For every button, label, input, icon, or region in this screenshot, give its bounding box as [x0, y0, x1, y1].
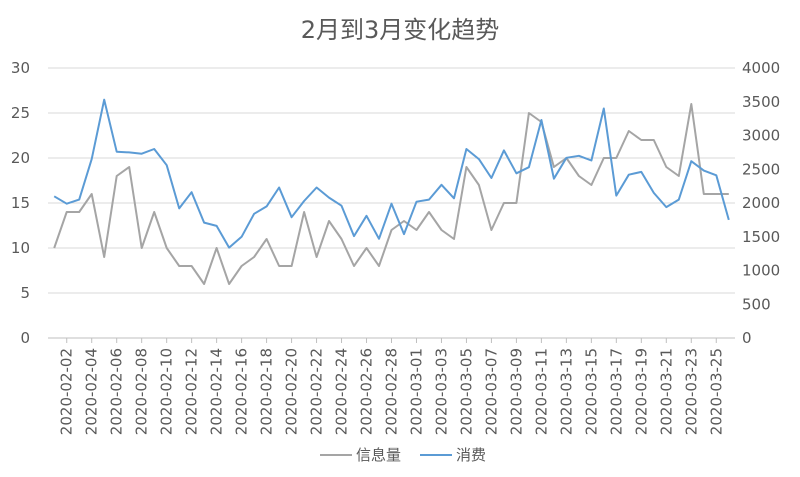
right-y-tick-label: 3500 [742, 93, 780, 111]
left-y-tick-label: 10 [11, 239, 30, 257]
left-y-tick-label: 15 [11, 194, 30, 212]
x-tick-label: 2020-02-06 [108, 348, 126, 435]
right-y-tick-label: 2000 [742, 194, 780, 212]
right-y-axis: 0 500 1000 1500 2000 2500 3000 3500 4000 [742, 59, 780, 347]
x-tick-label: 2020-03-03 [432, 348, 450, 435]
x-tick-label: 2020-02-20 [283, 348, 301, 435]
x-tick-label: 2020-02-26 [358, 348, 376, 435]
x-tick-label: 2020-03-09 [507, 348, 525, 435]
series-line [53, 103, 729, 285]
x-tick-label: 2020-02-10 [158, 348, 176, 435]
left-y-tick-label: 0 [20, 329, 30, 347]
legend: 信息量 消费 [320, 446, 486, 464]
left-y-tick-label: 5 [20, 284, 30, 302]
right-y-tick-label: 0 [742, 329, 752, 347]
x-tick-label: 2020-03-25 [707, 348, 725, 435]
x-tick-label: 2020-02-08 [133, 348, 151, 435]
series-layer [53, 98, 730, 285]
chart-title: 2月到3月变化趋势 [301, 16, 500, 44]
x-tick-label: 2020-03-05 [457, 348, 475, 435]
x-tick-label: 2020-03-07 [482, 348, 500, 435]
x-tick-label: 2020-02-02 [58, 348, 76, 435]
x-tick-label: 2020-02-18 [258, 348, 276, 435]
x-axis: 2020-02-02 2020-02-04 2020-02-06 2020-02-08… [58, 338, 725, 435]
grid [48, 67, 735, 339]
x-tick-label: 2020-02-16 [233, 348, 251, 435]
x-tick-label: 2020-03-01 [407, 348, 425, 435]
x-tick-label: 2020-03-17 [607, 348, 625, 435]
right-y-tick-label: 1500 [742, 228, 780, 246]
right-y-tick-label: 3000 [742, 127, 780, 145]
x-tick-label: 2020-02-04 [83, 348, 101, 435]
left-y-tick-label: 25 [11, 104, 30, 122]
x-tick-label: 2020-03-11 [532, 348, 550, 435]
right-y-tick-label: 4000 [742, 59, 780, 77]
right-y-tick-label: 1000 [742, 262, 780, 280]
left-y-axis: 0 5 10 15 20 25 30 [11, 59, 30, 347]
x-tick-label: 2020-02-14 [208, 348, 226, 435]
right-y-tick-label: 2500 [742, 160, 780, 178]
legend-label: 信息量 [356, 446, 401, 464]
right-y-tick-label: 500 [742, 295, 771, 313]
x-tick-label: 2020-03-15 [582, 348, 600, 435]
x-tick-label: 2020-02-22 [308, 348, 326, 435]
legend-label: 消费 [456, 446, 486, 464]
x-tick-label: 2020-03-19 [632, 348, 650, 435]
x-tick-label: 2020-03-21 [657, 348, 675, 435]
series-line [53, 98, 730, 249]
x-tick-label: 2020-03-13 [557, 348, 575, 435]
left-y-tick-label: 30 [11, 59, 30, 77]
left-y-tick-label: 20 [11, 149, 30, 167]
x-tick-label: 2020-03-23 [682, 348, 700, 435]
x-tick-label: 2020-02-28 [383, 348, 401, 435]
x-tick-label: 2020-02-24 [333, 348, 351, 435]
x-tick-label: 2020-02-12 [183, 348, 201, 435]
